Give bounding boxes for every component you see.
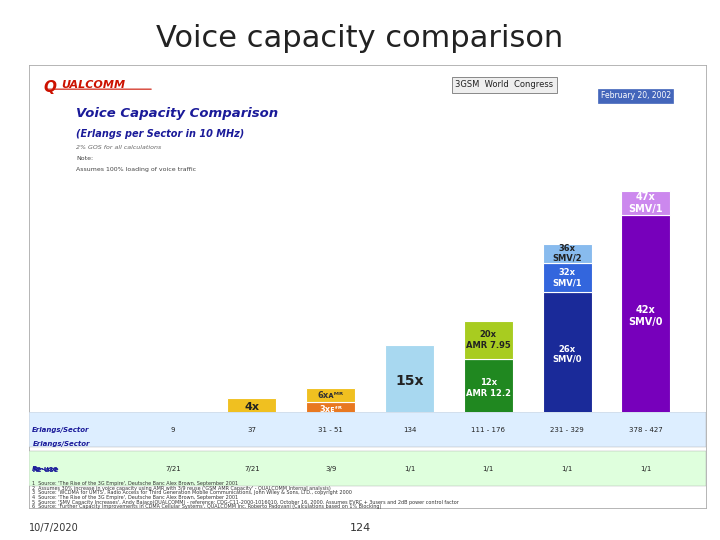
Text: 6  Source: 'Further Capacity Improvements in CDMA Cellular Systems', QUALCOMM In: 6 Source: 'Further Capacity Improvements…	[32, 504, 382, 509]
Bar	[464, 359, 513, 417]
Text: TDMA: TDMA	[239, 423, 264, 431]
Text: 3xᴇᶠᴿ: 3xᴇᶠᴿ	[319, 405, 342, 414]
Text: 32x
SMV/1: 32x SMV/1	[552, 268, 582, 287]
Bar	[543, 292, 592, 417]
Text: 231 - 329: 231 - 329	[550, 427, 584, 433]
Text: Q: Q	[44, 80, 57, 95]
Bar	[464, 321, 513, 359]
Text: 2% GOS for all calculations: 2% GOS for all calculations	[76, 145, 161, 150]
Text: 47x
SMV/1: 47x SMV/1	[629, 192, 663, 213]
Bar	[148, 412, 197, 417]
Bar	[543, 263, 592, 292]
Text: 1  Source: 'The Rise of the 3G Empire', Deutsche Banc Alex Brown, September 2001: 1 Source: 'The Rise of the 3G Empire', D…	[32, 481, 238, 486]
Text: Erlangs/Sector: Erlangs/Sector	[32, 441, 90, 447]
Text: Re-use: Re-use	[32, 467, 59, 473]
Text: February 20, 2002: February 20, 2002	[600, 91, 671, 100]
Text: 134: 134	[402, 427, 416, 433]
Text: 4  Source: 'The Rise of the 3G Empire', Deutsche Banc Alex Brown, September 2001: 4 Source: 'The Rise of the 3G Empire', D…	[32, 495, 238, 500]
Bar	[306, 402, 355, 417]
Text: 12x
AMR 12.2: 12x AMR 12.2	[466, 378, 510, 397]
Bar	[621, 191, 670, 215]
Text: 124: 124	[349, 523, 371, 533]
Text: 5  Source: 'SMV Capacity Increases', Andy Bajaco(QUALCOMM) - reference: CDG-C11-: 5 Source: 'SMV Capacity Increases', Andy…	[32, 500, 459, 504]
Text: Assumes 100% loading of voice traffic: Assumes 100% loading of voice traffic	[76, 167, 197, 172]
Text: cdmaOne: cdmaOne	[390, 423, 430, 431]
Text: Re-use: Re-use	[32, 465, 59, 471]
Text: 6xᴀᴹᴿ: 6xᴀᴹᴿ	[318, 390, 343, 400]
Text: CDMA2000 1X⁵: CDMA2000 1X⁵	[535, 423, 599, 431]
Text: (Erlangs per Sector in 10 MHz): (Erlangs per Sector in 10 MHz)	[76, 129, 244, 139]
Text: 7/21: 7/21	[244, 465, 260, 471]
Text: 37: 37	[248, 427, 256, 433]
Text: WCDMA³⁴: WCDMA³⁴	[468, 423, 508, 431]
Text: 1/1: 1/1	[562, 465, 573, 471]
Text: 1X Diversity⁶: 1X Diversity⁶	[618, 423, 674, 431]
Bar	[306, 388, 355, 402]
Bar	[29, 451, 706, 486]
Text: AMPS: AMPS	[161, 423, 186, 431]
Text: Note:: Note:	[76, 157, 94, 161]
Bar	[543, 244, 592, 263]
Text: 3  Source: 'WCDMA for UMTS', Radio Access for Third Generation Mobile Communicat: 3 Source: 'WCDMA for UMTS', Radio Access…	[32, 490, 352, 495]
Text: 36x
SMV/2: 36x SMV/2	[552, 244, 582, 263]
Text: UALCOMM: UALCOMM	[61, 80, 125, 90]
Text: 3GSM  World  Congress: 3GSM World Congress	[455, 80, 553, 89]
Text: 1/1: 1/1	[640, 465, 652, 471]
Text: 7/21: 7/21	[165, 465, 181, 471]
Text: 10/7/2020: 10/7/2020	[29, 523, 78, 533]
Text: GSM²: GSM²	[320, 423, 342, 431]
Text: Voice Capacity Comparison: Voice Capacity Comparison	[76, 107, 279, 120]
Text: 4x: 4x	[244, 402, 259, 412]
Text: 111 - 176: 111 - 176	[472, 427, 505, 433]
Text: 42x
SMV/0: 42x SMV/0	[629, 305, 663, 327]
Text: Voice capacity comparison: Voice capacity comparison	[156, 24, 564, 53]
Text: 1/1: 1/1	[404, 465, 415, 471]
Bar	[385, 345, 434, 417]
Text: 378 - 427: 378 - 427	[629, 427, 663, 433]
Bar	[228, 397, 276, 417]
Text: 31 - 51: 31 - 51	[318, 427, 343, 433]
Text: Erlangs/Sector: Erlangs/Sector	[32, 427, 90, 433]
Text: 2  Assumes 30% increase in voice capacity using AMR with 3/9 reuse ('GSM AMR Cap: 2 Assumes 30% increase in voice capacity…	[32, 485, 331, 491]
Text: Baseline: Baseline	[155, 410, 192, 419]
Text: 3/9: 3/9	[325, 465, 336, 471]
Text: 20x
AMR 7.95: 20x AMR 7.95	[466, 330, 510, 349]
Bar	[29, 413, 706, 447]
Text: 26x
SMV/0: 26x SMV/0	[552, 345, 582, 364]
Text: 9: 9	[171, 427, 176, 433]
Text: 15x: 15x	[395, 374, 424, 388]
Text: 1/1: 1/1	[482, 465, 494, 471]
Bar	[621, 215, 670, 417]
